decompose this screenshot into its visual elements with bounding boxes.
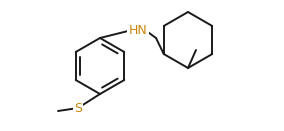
Text: HN: HN — [129, 23, 147, 37]
Text: S: S — [74, 102, 82, 114]
